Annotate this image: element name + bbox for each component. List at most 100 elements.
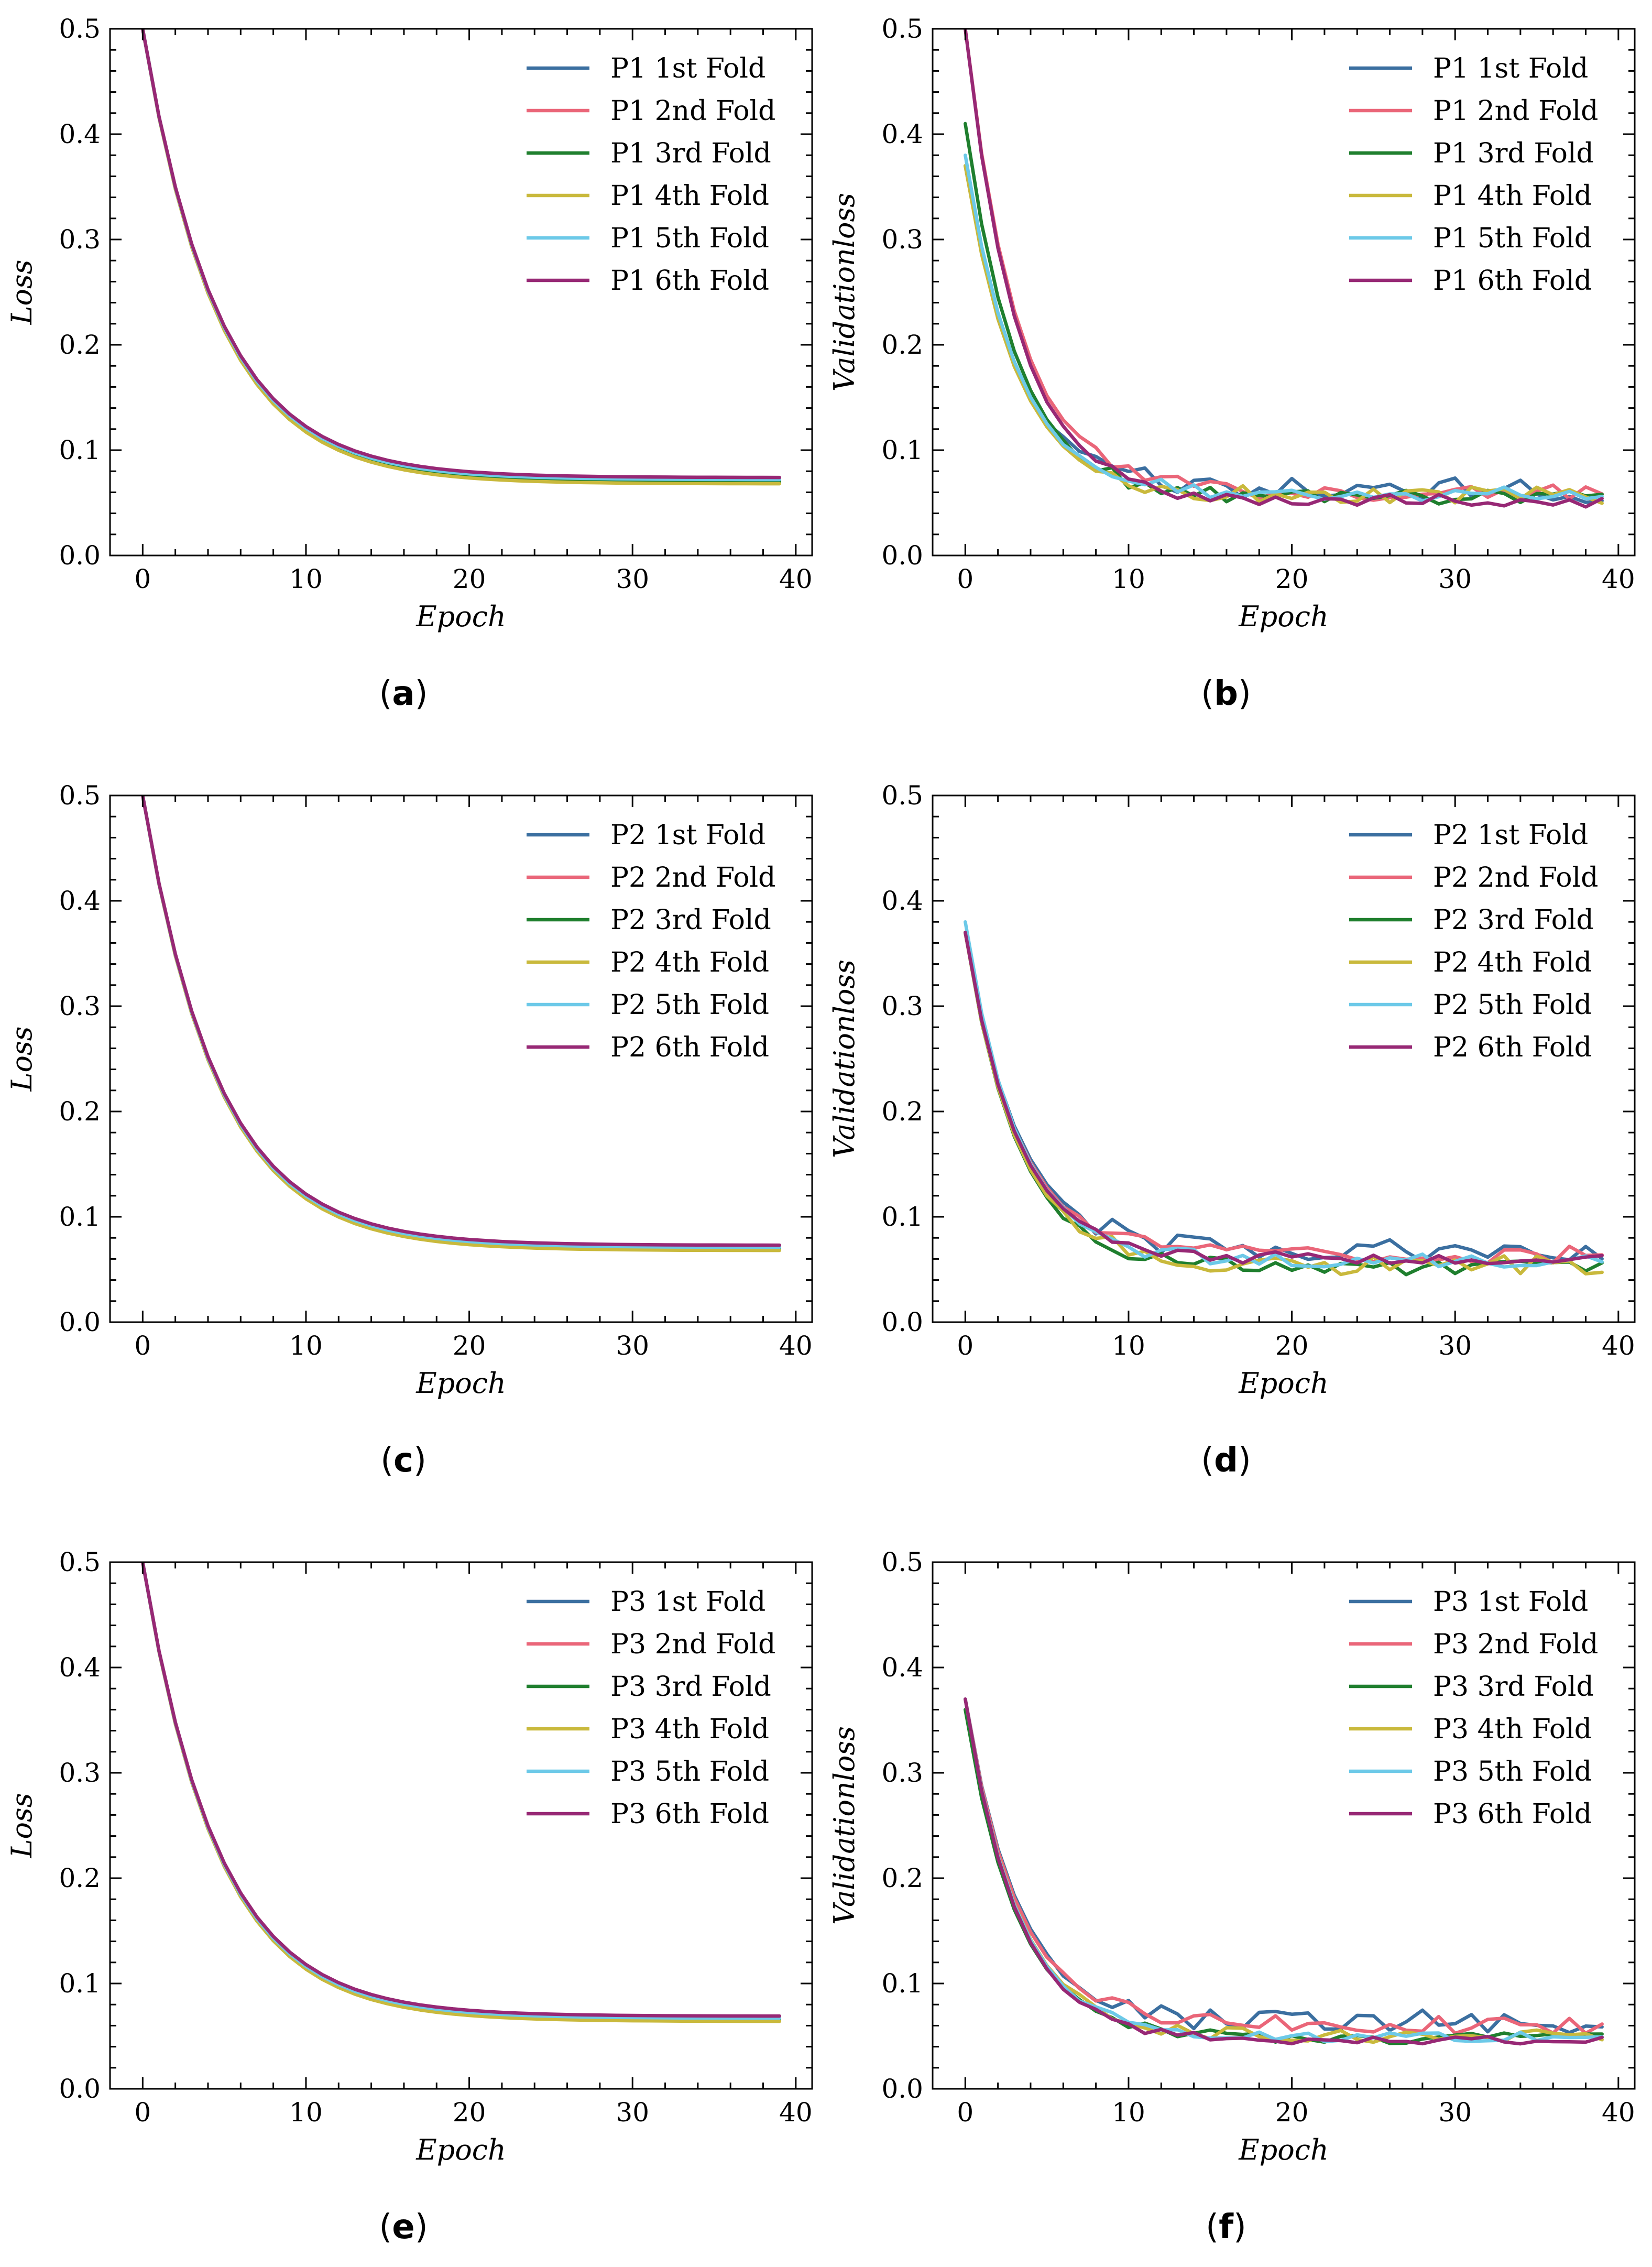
- chart-panel-b: 0 10 20 30 40 0.0 0.1 0.2 0.3 0.4 0.5 Epoch Validati…: [828, 14, 1636, 713]
- legend-entry: P2 4th Fold: [610, 947, 769, 978]
- y-tick-label: 0.1: [59, 1202, 101, 1232]
- legend-entry: P2 6th Fold: [610, 1032, 769, 1063]
- legend-entry: P2 1st Fold: [610, 820, 765, 851]
- legend-entry: P3 1st Fold: [1433, 1586, 1588, 1618]
- y-axis-label: Validationloss: [828, 193, 861, 391]
- x-tick-label: 10: [289, 2097, 323, 2128]
- chart-panel-c: 0 10 20 30 40 0.0 0.1 0.2 0.3 0.4 0.5 Epoch Loss P2 1…: [5, 780, 813, 1480]
- series-line-2nd: [964, 931, 1604, 1265]
- x-tick-label: 0: [134, 2097, 151, 2128]
- x-axis-label: Epoch: [415, 2133, 506, 2166]
- chart-panel-d: 0 10 20 30 40 0.0 0.1 0.2 0.3 0.4 0.5 Epoch Validati…: [828, 780, 1636, 1480]
- series-group: [964, 1697, 1604, 2046]
- panel-caption: (a): [379, 674, 428, 713]
- legend: P1 1st Fold P1 2nd Fold P1 3rd Fold P1 4th …: [527, 53, 775, 297]
- x-tick-label: 30: [1438, 2097, 1472, 2128]
- legend-entry: P3 4th Fold: [1433, 1714, 1592, 1745]
- legend-entry: P1 2nd Fold: [1433, 95, 1598, 127]
- legend-entry: P1 3rd Fold: [610, 138, 771, 169]
- x-tick-label: 0: [957, 2097, 973, 2128]
- series-group: [964, 29, 1604, 509]
- legend: P3 1st Fold P3 2nd Fold P3 3rd Fold P3 4th …: [1349, 1586, 1598, 1830]
- chart-panel-e: 0 10 20 30 40 0.0 0.1 0.2 0.3 0.4 0.5 Epoch Loss P3 1…: [5, 1547, 813, 2247]
- x-tick-label: 10: [289, 564, 323, 594]
- legend: P2 1st Fold P2 2nd Fold P2 3rd Fold P2 4th …: [527, 820, 775, 1063]
- x-axis-label: Epoch: [415, 600, 506, 633]
- y-tick-label: 0.1: [59, 435, 101, 465]
- axes-frame: [109, 28, 813, 557]
- series-line-4th: [141, 29, 781, 486]
- legend-entry: P1 1st Fold: [610, 53, 765, 84]
- x-tick-label: 40: [779, 2097, 813, 2128]
- y-axis-label: Loss: [5, 1027, 38, 1092]
- y-tick-label: 0.2: [59, 1096, 101, 1127]
- y-tick-label: 0.3: [59, 224, 101, 255]
- x-tick-label: 10: [289, 1331, 323, 1361]
- y-tick-label: 0.5: [881, 780, 923, 811]
- x-tick-label: 20: [453, 1331, 486, 1361]
- x-axis-label: Epoch: [1238, 2133, 1329, 2166]
- legend-entry: P1 1st Fold: [1433, 53, 1588, 84]
- axes-frame: [932, 794, 1636, 1323]
- series-line-6th: [964, 29, 1604, 509]
- y-tick-label: 0.4: [881, 1652, 923, 1683]
- legend: P2 1st Fold P2 2nd Fold P2 3rd Fold P2 4th …: [1349, 820, 1598, 1063]
- x-tick-label: 30: [616, 564, 649, 594]
- x-tick-label: 0: [957, 564, 973, 594]
- y-tick-label: 0.0: [59, 2074, 101, 2104]
- y-tick-label: 0.4: [59, 1652, 101, 1683]
- series-line-2nd: [964, 1697, 1604, 2035]
- legend-entry: P3 4th Fold: [610, 1714, 769, 1745]
- legend-entry: P2 3rd Fold: [1433, 904, 1594, 936]
- x-tick-label: 30: [616, 2097, 649, 2128]
- y-tick-label: 0.4: [881, 119, 923, 149]
- axes-frame: [932, 1561, 1636, 2090]
- y-tick-label: 0.1: [881, 435, 923, 465]
- series-line-4th: [964, 1697, 1604, 2044]
- legend-entry: P3 3rd Fold: [610, 1671, 771, 1703]
- legend-entry: P2 3rd Fold: [610, 904, 771, 936]
- y-tick-label: 0.2: [881, 1863, 923, 1893]
- series-group: [964, 920, 1604, 1277]
- x-tick-label: 0: [134, 564, 151, 594]
- legend: P3 1st Fold P3 2nd Fold P3 3rd Fold P3 4th …: [527, 1586, 775, 1830]
- y-tick-label: 0.1: [881, 1202, 923, 1232]
- y-tick-label: 0.0: [881, 540, 923, 571]
- y-tick-label: 0.0: [881, 1307, 923, 1337]
- legend-entry: P1 4th Fold: [1433, 180, 1592, 212]
- x-tick-label: 40: [1602, 564, 1635, 594]
- series-line-6th: [141, 29, 781, 479]
- series-line-6th: [141, 1562, 781, 2018]
- y-tick-label: 0.0: [59, 540, 101, 571]
- x-tick-label: 10: [1112, 2097, 1145, 2128]
- series-line-1st: [964, 931, 1604, 1263]
- series-group: [141, 795, 781, 1252]
- legend-entry: P1 6th Fold: [1433, 265, 1592, 297]
- legend-entry: P3 1st Fold: [610, 1586, 765, 1618]
- y-tick-label: 0.0: [59, 1307, 101, 1337]
- x-tick-label: 10: [1112, 564, 1145, 594]
- y-tick-label: 0.3: [59, 1758, 101, 1788]
- y-tick-label: 0.1: [59, 1968, 101, 1999]
- y-axis-label: Loss: [5, 260, 38, 325]
- y-tick-label: 0.2: [59, 1863, 101, 1893]
- panel-caption: (d): [1201, 1441, 1251, 1480]
- legend-entry: P1 3rd Fold: [1433, 138, 1594, 169]
- series-line-6th: [964, 1697, 1604, 2046]
- x-tick-label: 0: [957, 1331, 973, 1361]
- legend-entry: P3 2nd Fold: [610, 1629, 775, 1660]
- legend-entry: P3 6th Fold: [610, 1799, 769, 1830]
- x-tick-label: 40: [1602, 1331, 1635, 1361]
- series-line-4th: [964, 931, 1604, 1277]
- panel-caption: (c): [380, 1441, 426, 1480]
- legend-entry: P1 4th Fold: [610, 180, 769, 212]
- legend: P1 1st Fold P1 2nd Fold P1 3rd Fold P1 4th …: [1349, 53, 1598, 297]
- x-tick-label: 0: [134, 1331, 151, 1361]
- y-tick-label: 0.4: [59, 119, 101, 149]
- x-tick-label: 30: [1438, 1331, 1472, 1361]
- legend-entry: P3 3rd Fold: [1433, 1671, 1594, 1703]
- legend-entry: P3 6th Fold: [1433, 1799, 1592, 1830]
- legend-entry: P2 4th Fold: [1433, 947, 1592, 978]
- y-tick-label: 0.4: [881, 886, 923, 916]
- x-tick-label: 20: [1275, 1331, 1309, 1361]
